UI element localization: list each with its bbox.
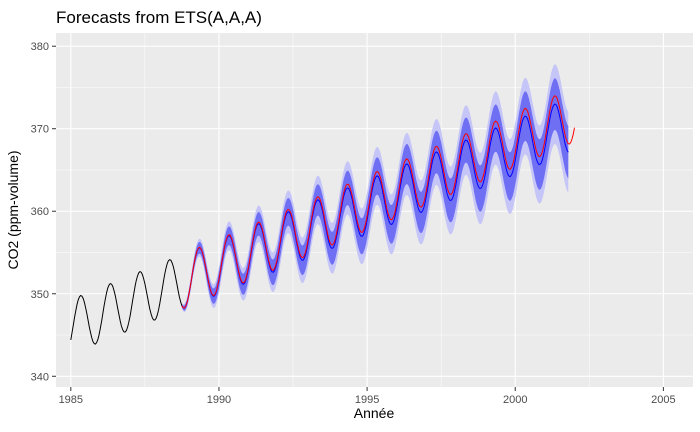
- series-lines: [70, 95, 575, 345]
- y-axis-title: CO2 (ppm-volume): [5, 150, 21, 269]
- x-axis: 1985 1990 1995 2000 2005: [59, 387, 676, 406]
- observed-series-line: [70, 259, 183, 345]
- actual-series-line: [181, 95, 575, 309]
- y-tick-label: 360: [31, 206, 49, 218]
- chart-title: Forecasts from ETS(A,A,A): [56, 8, 262, 27]
- plot-panel: [56, 33, 693, 387]
- y-axis: 340 350 360 370 380: [31, 41, 56, 383]
- x-tick-label: 1985: [59, 394, 83, 406]
- x-tick-label: 1990: [207, 394, 231, 406]
- y-tick-label: 340: [31, 371, 49, 383]
- y-tick-label: 380: [31, 41, 49, 53]
- y-tick-label: 370: [31, 124, 49, 136]
- x-tick-label: 2005: [651, 394, 675, 406]
- x-tick-label: 2000: [503, 394, 527, 406]
- y-tick-label: 350: [31, 289, 49, 301]
- x-axis-title: Année: [354, 405, 395, 421]
- x-tick-label: 1995: [355, 394, 379, 406]
- grid-lines: [56, 33, 693, 387]
